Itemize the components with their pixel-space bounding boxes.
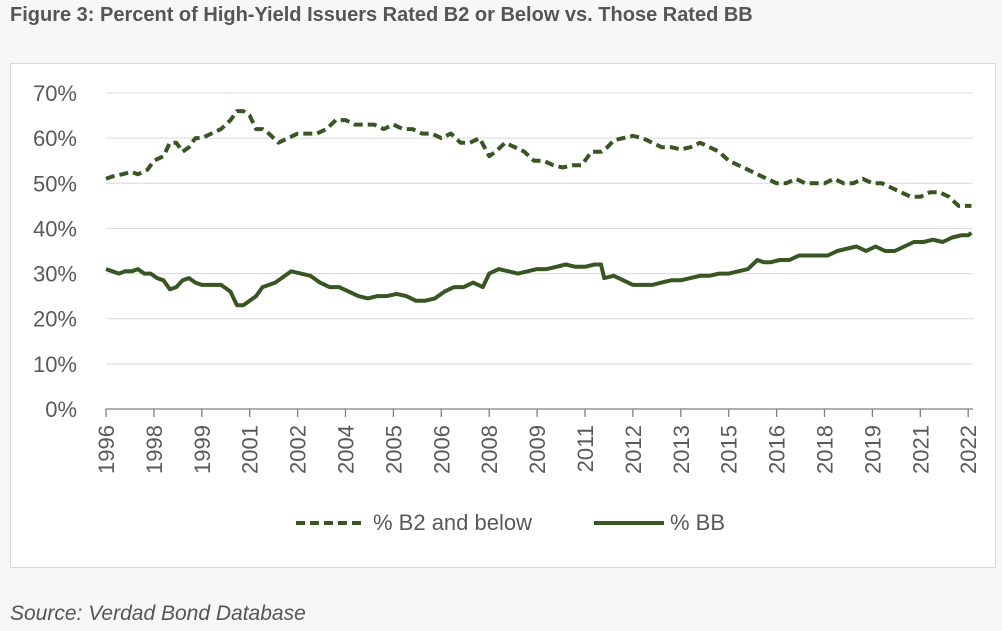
series-line-b2-and-below: [105, 109, 972, 208]
x-tick-label: 1996: [94, 425, 119, 474]
x-tick-label: 2022: [956, 425, 981, 474]
y-tick-label: 70%: [33, 81, 77, 106]
x-tick-label: 2021: [908, 425, 933, 474]
x-tick-label: 2005: [381, 425, 406, 474]
chart-container: 0% 10% 20% 30% 40% 50% 60% 70% 1996 1998 1999 2001 2…: [10, 63, 996, 568]
x-tick-label: 2006: [429, 425, 454, 474]
x-tick-label: 2016: [765, 425, 790, 474]
y-tick-label: 50%: [33, 171, 77, 196]
x-tick-label: 2018: [813, 425, 838, 474]
y-tick-label: 40%: [33, 216, 77, 241]
y-tick-label: 60%: [33, 126, 77, 151]
legend-label-b2-and-below: % B2 and below: [373, 510, 532, 535]
figure-title: Figure 3: Percent of High-Yield Issuers …: [10, 4, 753, 26]
y-tick-label: 0%: [45, 397, 77, 422]
x-tick-label: 2012: [621, 425, 646, 474]
y-tick-label: 30%: [33, 262, 77, 287]
x-tick-label: 2015: [717, 425, 742, 474]
x-tick-label: 1998: [142, 425, 167, 474]
legend-label-bb: % BB: [670, 510, 725, 535]
x-tick-label: 2009: [525, 425, 550, 474]
y-tick-label: 10%: [33, 352, 77, 377]
x-tick-label: 2008: [477, 425, 502, 474]
source-note: Source: Verdad Bond Database: [10, 602, 306, 625]
line-chart: 0% 10% 20% 30% 40% 50% 60% 70% 1996 1998 1999 2001 2…: [33, 81, 981, 535]
x-tick-label: 2001: [238, 425, 263, 474]
x-tick-label: 1999: [190, 425, 215, 474]
y-tick-label: 20%: [33, 307, 77, 332]
series-line-bb: [105, 231, 973, 308]
x-tick-label: 2004: [334, 425, 359, 474]
x-tick-label: 2019: [860, 425, 885, 474]
x-tick-label: 2011: [573, 425, 598, 472]
x-tick-label: 2013: [669, 425, 694, 474]
x-tick-label: 2002: [286, 425, 311, 474]
